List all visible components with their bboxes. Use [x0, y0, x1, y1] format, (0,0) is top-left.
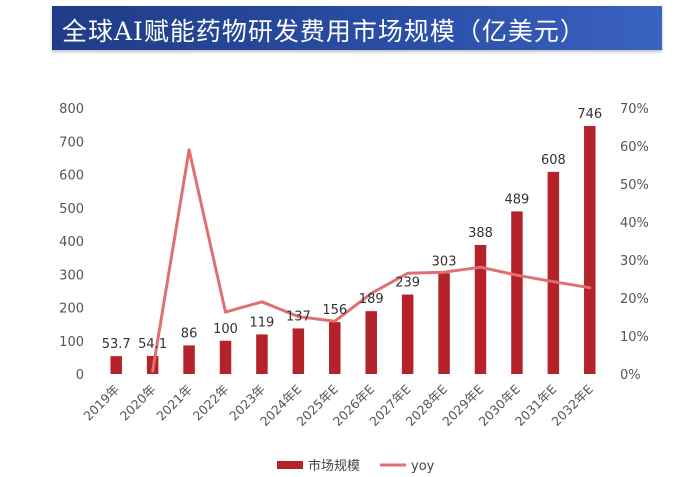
legend-label-line: yoy — [411, 459, 435, 474]
left-tick-label: 0 — [76, 368, 84, 383]
x-tick-label: 2022年 — [190, 382, 232, 424]
left-tick-label: 100 — [59, 335, 84, 350]
x-tick-label: 2020年 — [117, 382, 159, 424]
bar — [329, 322, 341, 374]
data-labels: 53.7 54.1 86 100 119 137 156 189 239 303 388 489 608… — [102, 107, 602, 352]
right-tick-label: 70% — [620, 102, 649, 117]
bar-data-label: 86 — [181, 326, 198, 341]
bar-data-label: 239 — [395, 276, 420, 291]
bar — [401, 294, 414, 374]
bar-data-label: 303 — [432, 254, 457, 269]
bar — [511, 211, 523, 374]
left-axis: 0 100 200 300 400 500 600 700 800 — [59, 102, 84, 383]
left-tick-label: 200 — [59, 302, 84, 317]
right-tick-label: 20% — [620, 292, 649, 307]
left-tick-label: 800 — [59, 102, 84, 117]
left-tick-label: 500 — [59, 202, 84, 217]
x-tick-label: 2019年 — [80, 382, 122, 424]
bar — [584, 125, 596, 374]
right-tick-label: 50% — [620, 178, 649, 193]
bar-series — [110, 125, 596, 374]
yoy-line-series — [151, 148, 592, 373]
bar — [474, 244, 487, 374]
bar-data-label: 100 — [213, 322, 238, 337]
bar-data-label: 54.1 — [138, 337, 167, 352]
bar-data-label: 156 — [322, 303, 347, 318]
bar-data-label: 119 — [250, 315, 275, 330]
chart-title: 全球AI赋能药物研发费用市场规模（亿美元） — [62, 17, 586, 46]
bar-data-label: 746 — [577, 107, 602, 122]
bar-data-label: 53.7 — [102, 337, 131, 352]
bar-data-label: 388 — [468, 226, 493, 241]
right-tick-label: 60% — [620, 140, 649, 155]
bar-data-label: 189 — [359, 292, 384, 307]
right-tick-label: 30% — [620, 254, 649, 269]
left-tick-label: 700 — [59, 135, 84, 150]
right-tick-label: 40% — [620, 216, 649, 231]
bar — [365, 311, 377, 374]
bar-data-label: 608 — [541, 153, 566, 168]
left-tick-label: 400 — [59, 235, 84, 250]
left-tick-label: 600 — [59, 169, 84, 184]
yoy-line — [151, 148, 592, 373]
right-tick-label: 0% — [620, 368, 641, 383]
right-tick-label: 10% — [620, 330, 649, 345]
bar — [183, 345, 195, 374]
bar — [219, 340, 232, 374]
bar — [110, 356, 122, 374]
bar — [256, 334, 268, 374]
bar-data-label: 137 — [286, 309, 311, 324]
bar — [292, 328, 305, 374]
x-axis-labels: 2019年2020年2021年2022年2023年2024年E2025年E202… — [80, 381, 596, 429]
legend: 市场规模 yoy — [277, 458, 435, 474]
legend-label-bar: 市场规模 — [308, 458, 360, 474]
title-banner: 全球AI赋能药物研发费用市场规模（亿美元） — [52, 6, 662, 50]
bar — [547, 171, 560, 374]
right-axis: 0% 10% 20% 30% 40% 50% 60% 70% — [620, 102, 649, 383]
left-tick-label: 300 — [59, 268, 84, 283]
x-tick-label: 2021年 — [153, 382, 195, 424]
bar — [438, 273, 450, 374]
bar-data-label: 489 — [505, 192, 530, 207]
legend-swatch-bar — [277, 461, 303, 469]
